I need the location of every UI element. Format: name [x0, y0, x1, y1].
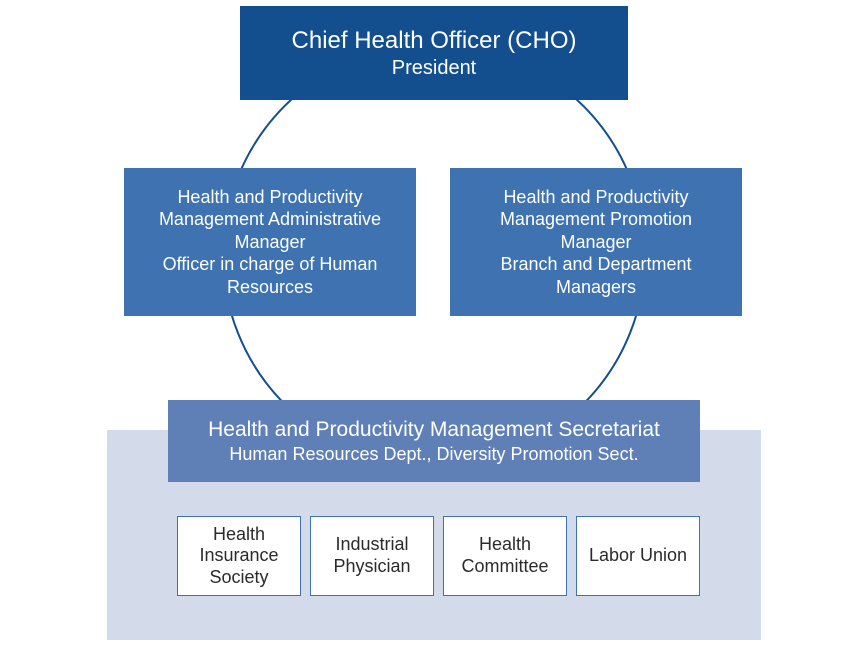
- promotion-manager-box: Health and Productivity Management Promo…: [450, 168, 742, 316]
- admin-line: Health and Productivity: [177, 186, 362, 209]
- promo-line: Managers: [556, 276, 636, 299]
- sub-org-label: Health Insurance Society: [199, 524, 278, 589]
- promo-line: Manager: [560, 231, 631, 254]
- promo-line: Branch and Department: [500, 253, 691, 276]
- sub-org-label: Industrial Physician: [333, 534, 410, 577]
- sub-org-box: Health Committee: [443, 516, 567, 596]
- sub-org-box: Health Insurance Society: [177, 516, 301, 596]
- org-chart: Chief Health Officer (CHO) President Hea…: [0, 0, 868, 648]
- sub-org-label: Health Committee: [461, 534, 548, 577]
- secretariat-title: Health and Productivity Management Secre…: [208, 417, 660, 443]
- sub-org-label: Labor Union: [589, 545, 687, 567]
- admin-line: Officer in charge of Human: [163, 253, 378, 276]
- cho-title: Chief Health Officer (CHO): [292, 26, 577, 56]
- promo-line: Management Promotion: [500, 208, 692, 231]
- admin-line: Resources: [227, 276, 313, 299]
- secretariat-subtitle: Human Resources Dept., Diversity Promoti…: [229, 443, 638, 466]
- cho-box: Chief Health Officer (CHO) President: [240, 6, 628, 100]
- admin-manager-box: Health and Productivity Management Admin…: [124, 168, 416, 316]
- secretariat-header-box: Health and Productivity Management Secre…: [168, 400, 700, 482]
- sub-org-box: Industrial Physician: [310, 516, 434, 596]
- promo-line: Health and Productivity: [503, 186, 688, 209]
- cho-subtitle: President: [392, 56, 477, 81]
- admin-line: Management Administrative: [159, 208, 381, 231]
- admin-line: Manager: [234, 231, 305, 254]
- sub-org-box: Labor Union: [576, 516, 700, 596]
